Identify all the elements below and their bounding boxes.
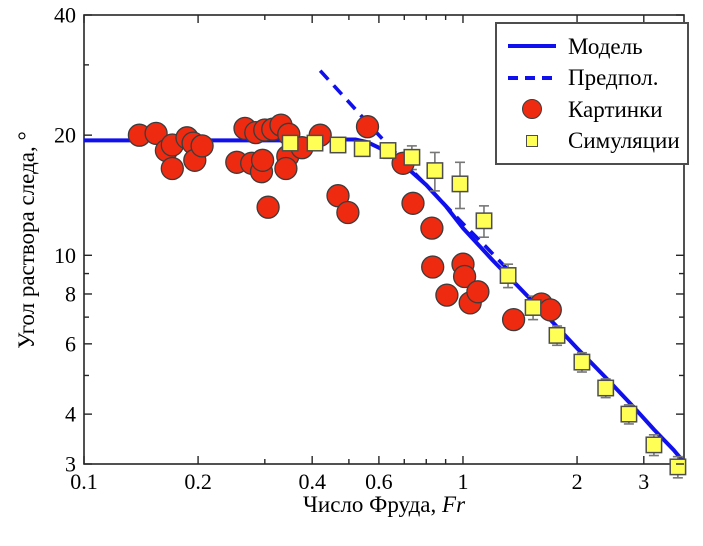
y-tick-label: 6: [65, 331, 76, 356]
legend-label-pictures: Картинки: [568, 96, 663, 122]
simulations-point: [451, 175, 469, 193]
legend-label-simulations: Симуляции: [568, 128, 680, 154]
pictures-point: [538, 298, 562, 322]
simulations-point: [426, 162, 444, 180]
x-tick-label: 0.2: [184, 469, 212, 494]
pictures-point: [466, 280, 490, 304]
simulations-point: [620, 405, 638, 423]
simulations-point: [669, 458, 687, 476]
y-tick-label: 20: [54, 123, 76, 148]
pictures-point: [421, 255, 445, 279]
pictures-point: [401, 191, 425, 215]
solid-line-swatch: [506, 44, 558, 48]
circle-marker-swatch: [506, 99, 558, 120]
pictures-point: [144, 121, 168, 146]
pictures-point: [355, 115, 380, 139]
model-line: [84, 137, 686, 464]
simulations-point: [548, 326, 566, 344]
simulations-point: [306, 134, 324, 152]
y-tick-label: 4: [65, 402, 76, 427]
x-tick-label: 2: [572, 469, 583, 494]
legend-label-hypothesis: Предпол.: [568, 65, 659, 91]
pictures-point: [250, 148, 275, 172]
simulations-point: [281, 134, 299, 152]
y-axis-title: Угол раствора следа, °: [14, 131, 39, 349]
x-tick-label: 0.1: [70, 469, 98, 494]
x-axis-title-symbol: Fr: [442, 492, 466, 517]
y-tick-label: 3: [65, 452, 76, 477]
simulations-point: [645, 436, 663, 454]
pictures-series: [127, 113, 562, 332]
pictures-point: [160, 156, 184, 181]
simulations-point: [329, 136, 347, 154]
x-tick-label: 0.4: [298, 469, 326, 494]
pictures-point: [435, 283, 459, 307]
square-marker-swatch: [506, 134, 558, 147]
pictures-point: [501, 307, 526, 332]
x-axis-title-text: Число Фруда,: [302, 492, 443, 517]
legend-item-pictures: Картинки: [506, 94, 683, 124]
legend-item-model: Модель: [506, 31, 683, 61]
y-tick-label: 10: [54, 243, 76, 268]
y-tick-label: 40: [54, 3, 76, 28]
hypothesis-line-icon: [508, 75, 556, 80]
pictures-point: [274, 156, 298, 181]
pictures-point: [190, 134, 214, 158]
simulations-point: [597, 379, 615, 397]
y-tick-label: 8: [65, 282, 76, 307]
legend-item-hypothesis: Предпол.: [506, 63, 683, 93]
pictures-point: [452, 264, 477, 289]
x-tick-label: 0.6: [365, 469, 393, 494]
pictures-point: [336, 200, 360, 225]
simulations-point: [353, 140, 371, 158]
simulations-point: [475, 212, 493, 230]
circle-marker-icon: [522, 99, 542, 120]
simulations-point: [573, 353, 591, 371]
simulations-point: [403, 148, 421, 166]
axis-ticks: [83, 14, 684, 465]
dashed-line-swatch: [506, 75, 558, 80]
tick-labels: 0.1 0.2 0.4 0.6 1 2 3 3 4 6 8 10 20 40: [54, 3, 649, 495]
x-tick-label: 1: [458, 469, 469, 494]
legend-item-simulations: Симуляции: [506, 126, 683, 156]
simulations-point: [499, 267, 517, 284]
x-tick-label: 3: [638, 469, 649, 494]
x-axis-title: Число Фруда, Fr: [303, 492, 465, 518]
model-line-icon: [508, 44, 556, 48]
square-marker-icon: [526, 134, 538, 147]
pictures-point: [420, 216, 444, 240]
pictures-point: [256, 195, 280, 219]
simulations-point: [524, 299, 542, 316]
legend-box: Модель Предпол. Картинки Симуляции: [495, 22, 689, 165]
simulations-point: [379, 142, 397, 159]
legend-label-model: Модель: [568, 33, 643, 59]
simulations-series: [281, 134, 687, 476]
